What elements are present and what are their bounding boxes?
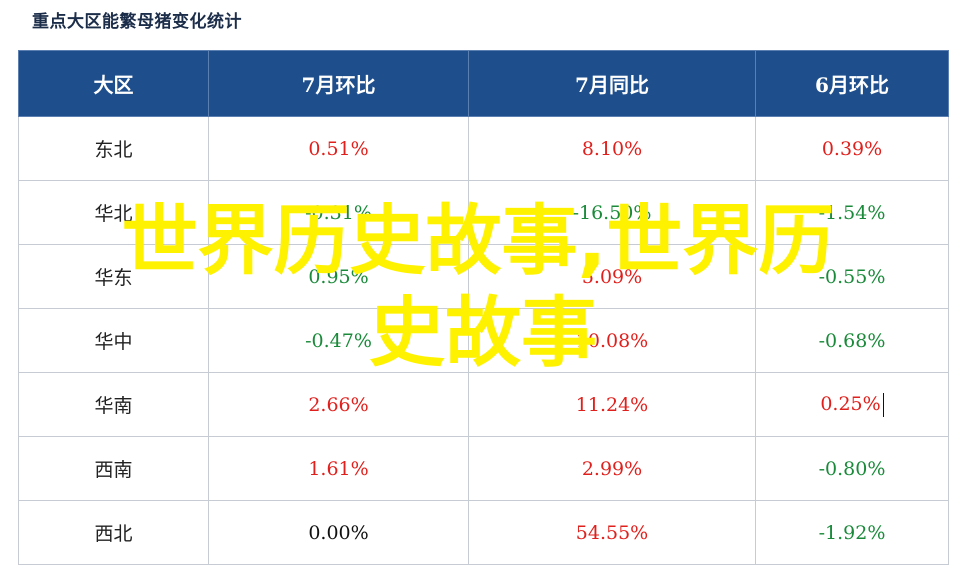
june-mom-cell: -0.80%: [755, 436, 949, 501]
table-header-row: 大区 7月环比 7月同比 6月环比: [18, 50, 949, 117]
july-mom-cell: -0.47%: [208, 308, 469, 373]
region-cell: 西南: [18, 436, 209, 501]
cell-value: 0.00%: [308, 521, 369, 544]
july-mom-cell: 0.00%: [208, 500, 469, 565]
july-mom-cell: -0.31%: [208, 180, 469, 245]
july-yoy-cell: 2.99%: [468, 436, 756, 501]
data-table: 大区 7月环比 7月同比 6月环比 东北 0.51% 8.10% 0.39% 华北 -0.…: [18, 50, 949, 565]
cell-value: -1.92%: [818, 521, 886, 544]
cell-value: 2.99%: [581, 457, 643, 480]
july-yoy-cell: 10.08%: [468, 308, 756, 373]
region-cell: 东北: [18, 116, 209, 181]
cell-value: 2.66%: [308, 393, 369, 416]
table-row: 华东 0.95% 5.09% -0.55%: [18, 244, 949, 309]
cell-value: 1.61%: [308, 457, 369, 480]
table-row: 华中 -0.47% 10.08% -0.68%: [18, 308, 949, 373]
june-mom-cell: -1.92%: [755, 500, 949, 565]
cell-value: 54.55%: [575, 521, 649, 544]
cell-value: 5.09%: [581, 265, 643, 288]
page-title: 重点大区能繁母猪变化统计: [32, 12, 242, 32]
cell-value: 10.08%: [575, 329, 649, 352]
column-header-july-mom: 7月环比: [208, 50, 469, 117]
table-row: 东北 0.51% 8.10% 0.39%: [18, 116, 949, 181]
table-row: 华北 -0.31% -16.50% -1.54%: [18, 180, 949, 245]
june-mom-cell: -1.54%: [755, 180, 949, 245]
cell-value: -0.31%: [305, 201, 372, 224]
july-yoy-cell: 54.55%: [468, 500, 756, 565]
cell-value: -0.80%: [818, 457, 886, 480]
cell-value: -1.54%: [818, 201, 886, 224]
cell-value: 0.51%: [308, 137, 369, 160]
region-cell: 华中: [18, 308, 209, 373]
june-mom-cell: 0.25%: [755, 372, 949, 437]
column-header-july-yoy: 7月同比: [468, 50, 756, 117]
july-yoy-cell: 5.09%: [468, 244, 756, 309]
region-cell: 华北: [18, 180, 209, 245]
cell-value: -0.47%: [305, 329, 372, 352]
column-header-june-mom: 6月环比: [755, 50, 949, 117]
july-mom-cell: 1.61%: [208, 436, 469, 501]
column-header-region: 大区: [18, 50, 209, 117]
july-mom-cell: 0.51%: [208, 116, 469, 181]
july-yoy-cell: -16.50%: [468, 180, 756, 245]
cell-value: 0.25%: [820, 392, 881, 415]
cell-value: -0.68%: [818, 329, 886, 352]
cell-value: 11.24%: [575, 393, 649, 416]
july-mom-cell: 0.95%: [208, 244, 469, 309]
table-row: 华南 2.66% 11.24% 0.25%: [18, 372, 949, 437]
region-cell: 华东: [18, 244, 209, 309]
region-cell: 华南: [18, 372, 209, 437]
june-mom-cell: -0.68%: [755, 308, 949, 373]
june-mom-cell: 0.39%: [755, 116, 949, 181]
cell-value: 0.95%: [308, 265, 369, 288]
cell-value: -0.55%: [818, 265, 886, 288]
cell-value: 0.39%: [821, 137, 883, 160]
july-yoy-cell: 11.24%: [468, 372, 756, 437]
region-cell: 西北: [18, 500, 209, 565]
table-row: 西南 1.61% 2.99% -0.80%: [18, 436, 949, 501]
text-cursor: [882, 392, 884, 417]
cell-value: -16.50%: [572, 201, 652, 224]
july-yoy-cell: 8.10%: [468, 116, 756, 181]
june-mom-cell: -0.55%: [755, 244, 949, 309]
july-mom-cell: 2.66%: [208, 372, 469, 437]
table-row: 西北 0.00% 54.55% -1.92%: [18, 500, 949, 565]
cell-value: 8.10%: [581, 137, 643, 160]
